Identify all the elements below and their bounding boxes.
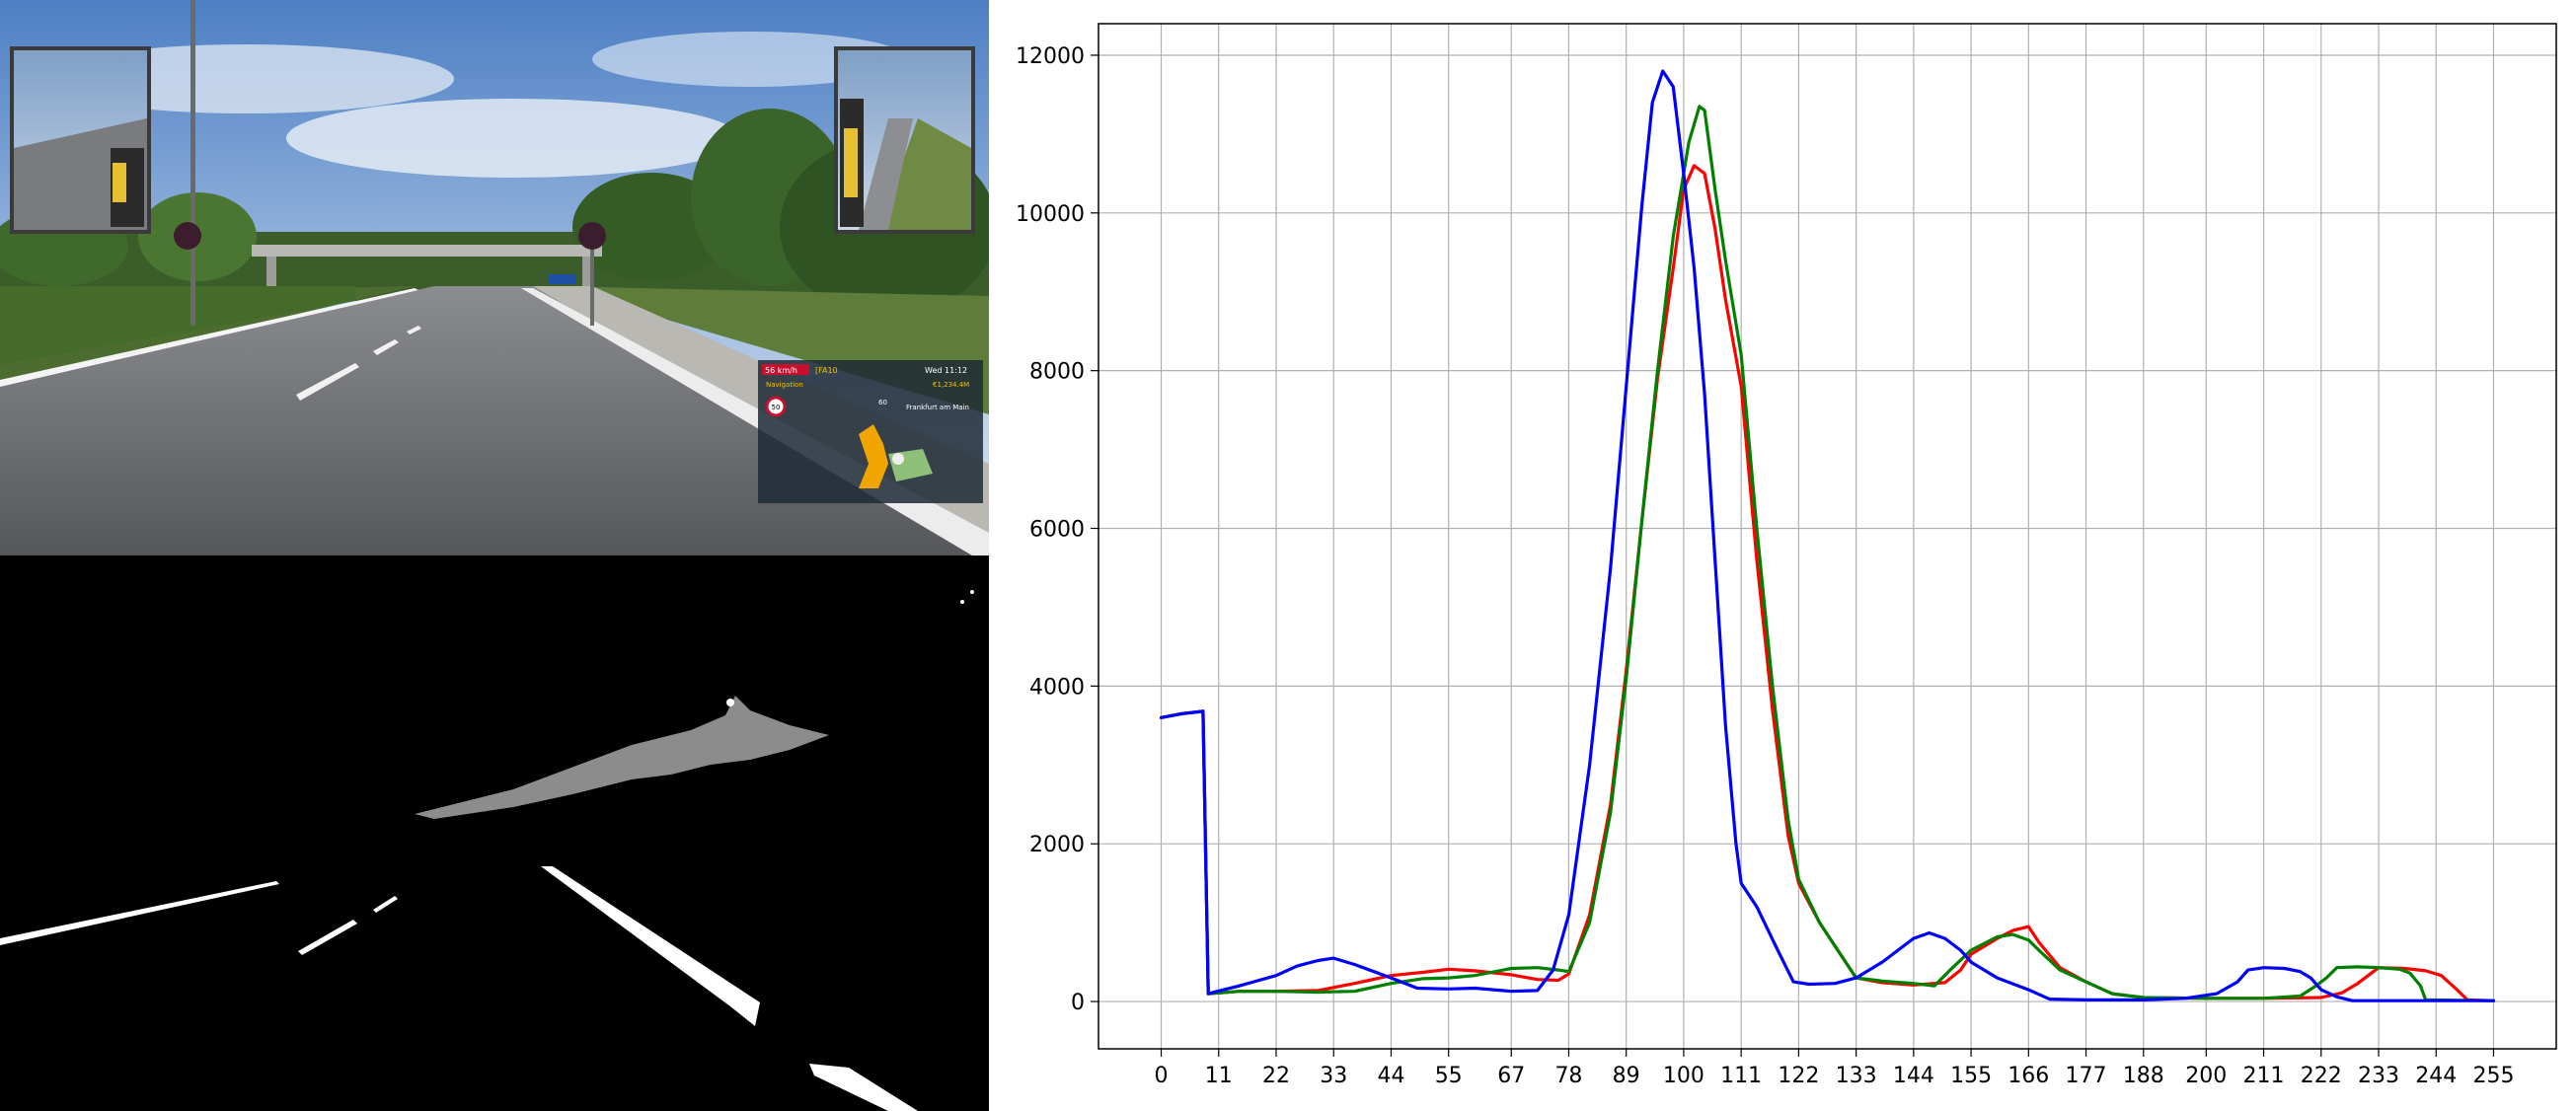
x-tick-label: 211 xyxy=(2243,1064,2285,1088)
x-tick-label: 244 xyxy=(2415,1064,2457,1088)
x-tick-label: 33 xyxy=(1320,1064,1347,1088)
gps-hud-panel: 56 km/h [FA10 Wed 11:12 Navigation €1,23… xyxy=(758,360,983,503)
y-tick-label: 0 xyxy=(1071,991,1085,1015)
x-tick-label: 155 xyxy=(1950,1064,1992,1088)
game-scene-panel: 56 km/h [FA10 Wed 11:12 Navigation €1,23… xyxy=(0,0,989,1111)
hud-time: Wed 11:12 xyxy=(925,366,967,375)
hud-road-id: [FA10 xyxy=(815,366,838,375)
x-tick-label: 177 xyxy=(2066,1064,2107,1088)
hud-money: €1,234.4M xyxy=(933,381,969,389)
chart-series-layer xyxy=(1159,69,2496,1002)
x-axis-ticks: 0 11 22 33 44 55 67 78 89 100 111 122 133 144 155 166 17… xyxy=(1155,1049,2514,1088)
x-tick-label: 166 xyxy=(2008,1064,2049,1088)
x-tick-label: 111 xyxy=(1720,1064,1762,1088)
color-histogram-chart: 0 11 22 33 44 55 67 78 89 100 111 122 133 144 155 166 17… xyxy=(989,0,2576,1111)
x-tick-label: 89 xyxy=(1613,1064,1640,1088)
hud-navigation-label: Navigation xyxy=(766,381,803,389)
x-tick-label: 22 xyxy=(1262,1064,1290,1088)
right-mirror xyxy=(834,46,975,234)
speed-limit-sign-icon xyxy=(765,396,787,417)
x-tick-label: 67 xyxy=(1497,1064,1525,1088)
y-tick-label: 12000 xyxy=(1016,44,1085,69)
y-tick-label: 6000 xyxy=(1029,518,1085,543)
x-tick-label: 233 xyxy=(2358,1064,2399,1088)
x-tick-label: 100 xyxy=(1663,1064,1705,1088)
x-tick-label: 11 xyxy=(1205,1064,1233,1088)
y-axis-ticks: 0 2000 4000 6000 8000 10000 12000 xyxy=(1016,44,1099,1015)
lane-mask-view xyxy=(0,556,989,1111)
x-tick-label: 144 xyxy=(1893,1064,1934,1088)
hud-speed: 56 km/h xyxy=(765,366,797,375)
y-tick-label: 4000 xyxy=(1029,675,1085,700)
x-tick-label: 122 xyxy=(1778,1064,1819,1088)
x-tick-label: 55 xyxy=(1435,1064,1463,1088)
y-tick-label: 2000 xyxy=(1029,833,1085,857)
x-tick-label: 133 xyxy=(1836,1064,1877,1088)
truck-position-icon xyxy=(892,453,904,465)
hud-speed-limit: 50 xyxy=(772,404,781,411)
x-tick-label: 200 xyxy=(2185,1064,2227,1088)
histogram-series-line-1 xyxy=(1159,105,2496,1002)
x-tick-label: 0 xyxy=(1155,1064,1169,1088)
x-tick-label: 44 xyxy=(1377,1064,1404,1088)
y-tick-label: 8000 xyxy=(1029,360,1085,385)
driving-camera-view: 56 km/h [FA10 Wed 11:12 Navigation €1,23… xyxy=(0,0,989,556)
x-tick-label: 255 xyxy=(2472,1064,2514,1088)
hud-destination: Frankfurt am Main xyxy=(906,404,969,411)
x-tick-label: 188 xyxy=(2123,1064,2164,1088)
plot-frame xyxy=(1098,23,2557,1050)
chart-grid xyxy=(1099,24,2556,1049)
x-tick-label: 222 xyxy=(2301,1064,2342,1088)
y-tick-label: 10000 xyxy=(1016,202,1085,227)
left-mirror xyxy=(10,46,151,234)
x-tick-label: 78 xyxy=(1554,1064,1582,1088)
hud-distance: 60 xyxy=(878,399,887,407)
histogram-series-line-2 xyxy=(1159,69,2496,1002)
